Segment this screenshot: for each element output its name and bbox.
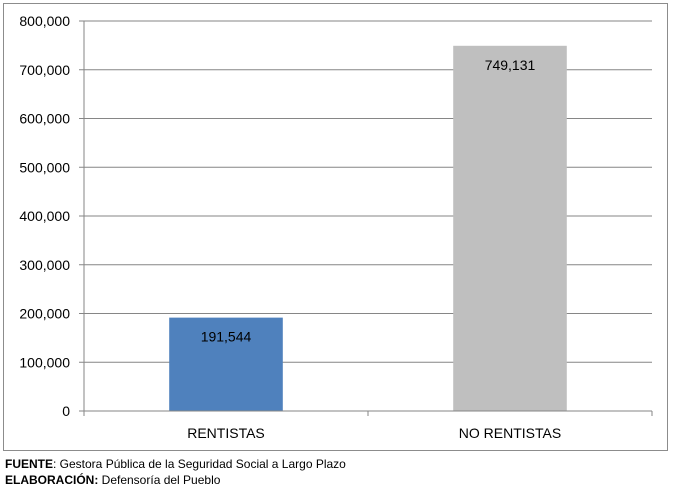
bars — [169, 45, 567, 411]
y-tick-label: 400,000 — [19, 208, 70, 224]
data-label: 749,131 — [485, 57, 536, 73]
y-tick-label: 800,000 — [19, 13, 70, 29]
author-label: ELABORACIÓN: — [5, 473, 99, 487]
chart-caption: FUENTE: Gestora Pública de la Seguridad … — [5, 456, 346, 488]
category-labels: RENTISTAS NO RENTISTAS — [187, 425, 561, 441]
category-label: RENTISTAS — [187, 425, 265, 441]
y-tick-label: 200,000 — [19, 306, 70, 322]
y-tick-label: 100,000 — [19, 354, 70, 370]
y-axis-tick-labels: 0 100,000 200,000 300,000 400,000 500,000 600,… — [19, 13, 70, 419]
bar — [453, 45, 567, 411]
author-line: ELABORACIÓN: Defensoría del Pueblo — [5, 472, 346, 488]
y-tick-label: 0 — [62, 403, 70, 419]
author-text: Defensoría del Pueblo — [98, 473, 221, 487]
bar-chart: 0 100,000 200,000 300,000 400,000 500,000 600,… — [19, 13, 653, 441]
y-tick-label: 300,000 — [19, 257, 70, 273]
source-line: FUENTE: Gestora Pública de la Seguridad … — [5, 456, 346, 472]
source-label: FUENTE — [5, 457, 53, 471]
source-text: : Gestora Pública de la Seguridad Social… — [53, 457, 346, 471]
category-label: NO RENTISTAS — [459, 425, 561, 441]
data-labels: 191,544 749,131 — [201, 57, 536, 345]
axes — [79, 20, 653, 416]
y-tick-label: 600,000 — [19, 111, 70, 127]
bar — [169, 317, 283, 411]
y-tick-label: 500,000 — [19, 159, 70, 175]
data-label: 191,544 — [201, 329, 252, 345]
y-tick-label: 700,000 — [19, 62, 70, 78]
